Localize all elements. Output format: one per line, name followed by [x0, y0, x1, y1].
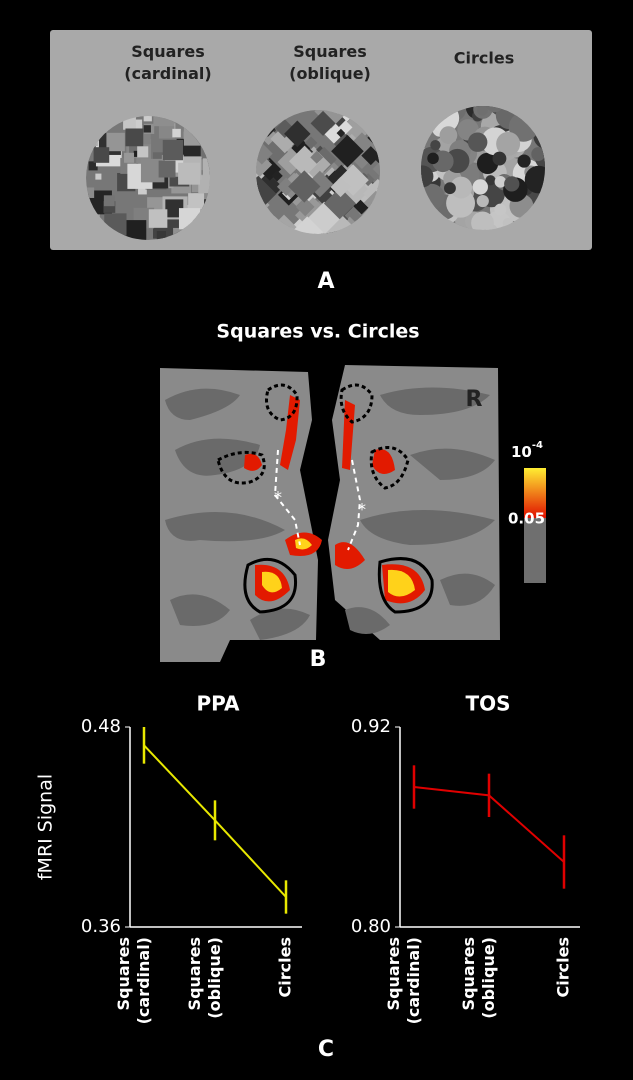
panel-label: C — [318, 1037, 334, 1062]
texture-square — [137, 146, 148, 157]
map-title: Squares vs. Circles — [216, 321, 419, 343]
colorbar-exponent: -4 — [532, 440, 543, 451]
texture-square — [159, 161, 176, 178]
texture-circle — [444, 182, 456, 194]
chart-title: TOS — [465, 692, 510, 716]
texture-square — [163, 140, 183, 160]
colorbar-label: 10-4 — [511, 440, 543, 461]
texture-square — [94, 147, 110, 163]
texture-circle — [473, 179, 488, 194]
figure: Squares(cardinal) Squares(oblique) Circl… — [0, 0, 633, 1080]
texture-circle — [477, 195, 489, 207]
y-tick-label: 0.36 — [81, 916, 121, 937]
x-tick-label: Squares(cardinal) — [114, 937, 153, 1024]
svg-text:*: * — [358, 500, 366, 519]
x-tick-label: Squares(cardinal) — [384, 937, 423, 1024]
panel-label: B — [310, 647, 327, 672]
texture-square — [172, 129, 181, 138]
texture-circle — [427, 153, 439, 165]
texture-circle — [477, 105, 488, 116]
brain-flatmap: * * — [160, 365, 500, 662]
texture-square — [104, 195, 115, 206]
texture-circle — [494, 204, 506, 216]
x-tick-label: Squares(oblique) — [185, 937, 224, 1019]
charts: PPA fMRI Signal 0.36 0.48 Squares(cardinal) S… — [35, 692, 581, 1025]
y-tick-label: 0.92 — [351, 716, 391, 737]
texture-square — [124, 153, 134, 163]
chart-title: PPA — [197, 692, 240, 716]
y-axis-label: fMRI Signal — [35, 774, 57, 880]
texture-circle — [504, 176, 519, 191]
colorbar-top: 10 — [511, 443, 532, 461]
page: {"stimuli": {"labels": ["Squares (cardin… — [0, 0, 633, 1080]
texture-square — [95, 174, 101, 180]
x-tick-label: Circles — [276, 937, 295, 997]
texture-circle — [518, 154, 531, 167]
texture-circle — [493, 152, 507, 166]
texture-circle — [440, 126, 458, 144]
svg-text:*: * — [274, 488, 282, 507]
texture-circle — [430, 140, 440, 150]
texture-square — [125, 128, 143, 146]
colorbar-nonsignificant — [524, 518, 546, 583]
texture-square — [149, 209, 168, 228]
x-tick-label: Circles — [554, 937, 573, 997]
colorbar-label: 0.05 — [508, 510, 545, 528]
texture-circle — [468, 132, 487, 151]
hemisphere-label: R — [466, 387, 483, 412]
texture-square — [178, 163, 200, 185]
stimulus-label: Circles — [454, 49, 514, 68]
y-tick-label: 0.80 — [351, 916, 391, 937]
y-tick-label: 0.48 — [81, 716, 121, 737]
panel-label: A — [317, 269, 334, 294]
x-tick-label: Squares(oblique) — [459, 937, 498, 1019]
texture-square — [188, 193, 204, 209]
texture-square — [144, 125, 151, 132]
